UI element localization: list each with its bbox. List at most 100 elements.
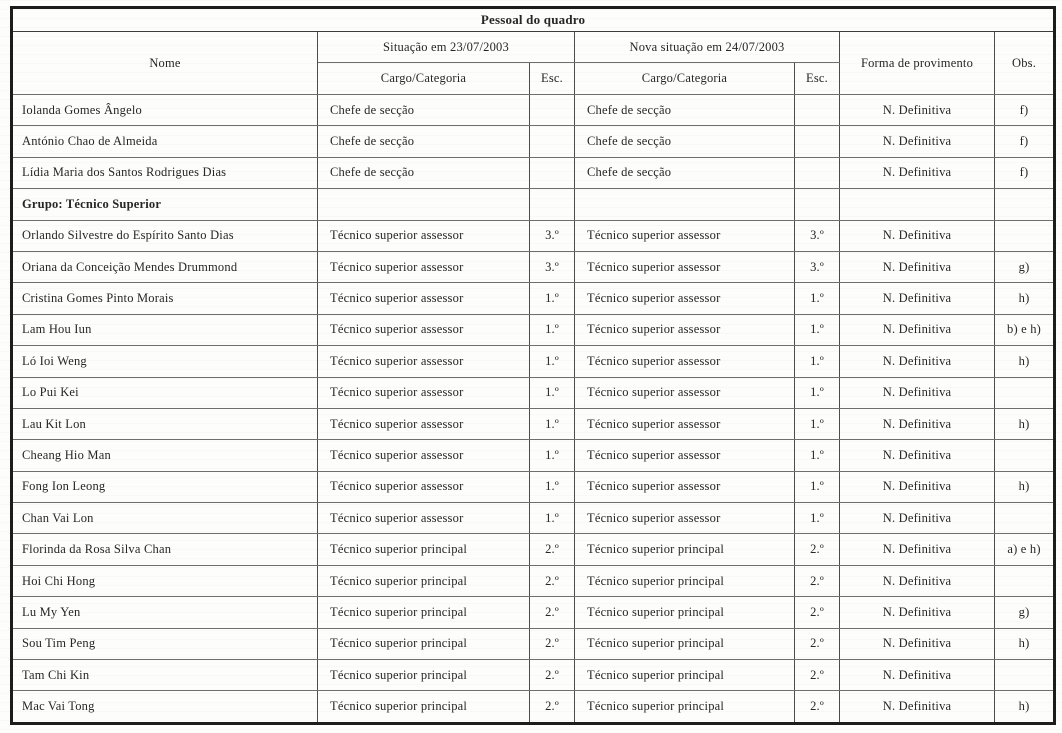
cell-nome: Cheang Hio Man — [11, 439, 318, 472]
cell-cargo-old: Técnico superior principal — [317, 533, 530, 566]
cell-obs: h) — [993, 690, 1056, 724]
cell-obs: h) — [993, 282, 1056, 315]
cell-cargo-new: Técnico superior assessor — [574, 345, 795, 378]
cell-esc-new: 1.º — [794, 313, 840, 347]
cell-nome: Lau Kit Lon — [11, 407, 318, 441]
cell-forma: N. Definitiva — [839, 470, 995, 504]
cell-obs — [993, 502, 1056, 535]
cell-cargo-new: Técnico superior assessor — [574, 439, 795, 472]
cell-cargo-old: Técnico superior principal — [317, 564, 530, 598]
cell-forma: N. Definitiva — [839, 313, 995, 347]
header-esc-old: Esc. — [529, 62, 575, 95]
header-situacao-new: Nova situação em 24/07/2003 — [574, 31, 840, 63]
cell-obs — [993, 659, 1056, 692]
cell-cargo-new: Chefe de secção — [574, 93, 795, 127]
cell-obs: f) — [993, 125, 1056, 158]
cell-cargo-new: Técnico superior assessor — [574, 250, 795, 284]
cell-esc-old: 1.º — [529, 470, 575, 504]
cell-esc-new — [794, 93, 840, 127]
table-title: Pessoal do quadro — [10, 7, 1056, 32]
header-row-sub: Cargo/Categoria Esc. Cargo/Categoria Esc… — [12, 62, 1055, 95]
cell-obs — [993, 188, 1056, 221]
cell-esc-new: 1.º — [794, 345, 840, 378]
title-row: Pessoal do quadro — [10, 7, 1056, 32]
cell-nome: António Chao de Almeida — [11, 125, 318, 158]
cell-nome: Hoi Chi Hong — [11, 564, 318, 598]
table-row: Lu My Yen Técnico superior principal 2.º Té… — [11, 596, 1056, 629]
header-situacao-old: Situação em 23/07/2003 — [317, 31, 575, 63]
cell-cargo-old — [317, 188, 530, 221]
table-row: Orlando Silvestre do Espírito Santo Dias… — [11, 219, 1056, 252]
cell-obs: g) — [993, 250, 1056, 284]
cell-cargo-new: Técnico superior principal — [574, 659, 795, 692]
cell-forma: N. Definitiva — [839, 125, 995, 158]
cell-cargo-old: Técnico superior assessor — [317, 376, 530, 409]
cell-obs: h) — [993, 627, 1056, 661]
table-row: Iolanda Gomes Ângelo Chefe de secção Chefe… — [11, 93, 1056, 127]
cell-cargo-new: Técnico superior principal — [574, 627, 795, 661]
cell-cargo-new: Técnico superior assessor — [574, 407, 795, 441]
cell-nome: Grupo: Técnico Superior — [11, 188, 318, 221]
cell-cargo-old: Técnico superior principal — [317, 690, 530, 724]
table-row: Ló Ioi Weng Técnico superior assessor 1.º T… — [11, 345, 1056, 378]
cell-obs: f) — [993, 93, 1056, 127]
cell-esc-old: 2.º — [529, 627, 575, 661]
cell-forma: N. Definitiva — [839, 156, 995, 190]
cell-esc-new — [794, 125, 840, 158]
cell-obs — [993, 376, 1056, 409]
cell-esc-old: 1.º — [529, 407, 575, 441]
table-row: Lídia Maria dos Santos Rodrigues Dias Che… — [11, 156, 1056, 190]
cell-esc-old: 1.º — [529, 313, 575, 347]
cell-cargo-old: Técnico superior assessor — [317, 407, 530, 441]
table-row: Lo Pui Kei Técnico superior assessor 1.º Té… — [11, 376, 1056, 409]
cell-cargo-old: Técnico superior assessor — [317, 219, 530, 252]
table-row: Cristina Gomes Pinto Morais Técnico super… — [11, 282, 1056, 315]
cell-forma: N. Definitiva — [839, 345, 995, 378]
table-row: Cheang Hio Man Técnico superior assessor 1… — [11, 439, 1056, 472]
cell-forma: N. Definitiva — [839, 376, 995, 409]
cell-forma: N. Definitiva — [839, 596, 995, 629]
cell-cargo-old: Técnico superior assessor — [317, 502, 530, 535]
cell-esc-old: 1.º — [529, 345, 575, 378]
cell-cargo-new: Técnico superior assessor — [574, 470, 795, 504]
cell-cargo-new: Técnico superior principal — [574, 564, 795, 598]
table-row: António Chao de Almeida Chefe de secção Ch… — [11, 125, 1056, 158]
cell-obs: h) — [993, 407, 1056, 441]
header-row-top: Nome Situação em 23/07/2003 Nova situaçã… — [11, 31, 1056, 95]
cell-esc-old: 2.º — [529, 690, 575, 724]
cell-nome: Sou Tim Peng — [11, 627, 318, 661]
cell-esc-new: 2.º — [794, 627, 840, 661]
cell-obs: g) — [993, 596, 1056, 629]
cell-cargo-new: Técnico superior assessor — [574, 313, 795, 347]
cell-nome: Cristina Gomes Pinto Morais — [11, 282, 318, 315]
table-row: Sou Tim Peng Técnico superior principal 2.… — [11, 627, 1056, 661]
cell-esc-new: 2.º — [794, 596, 840, 629]
cell-esc-old: 1.º — [529, 502, 575, 535]
cell-forma: N. Definitiva — [839, 627, 995, 661]
cell-esc-old: 3.º — [529, 219, 575, 252]
cell-esc-old: 2.º — [529, 533, 575, 566]
personnel-table: Pessoal do quadro Nome Situação em 23/07… — [10, 6, 1057, 725]
cell-esc-new: 3.º — [794, 219, 840, 252]
table-row: Lam Hou Iun Técnico superior assessor 1.º T… — [11, 313, 1056, 347]
table-row: Oriana da Conceição Mendes Drummond Técni… — [11, 250, 1056, 284]
cell-nome: Ló Ioi Weng — [11, 345, 318, 378]
cell-esc-old: 1.º — [529, 282, 575, 315]
cell-nome: Fong Ion Leong — [11, 470, 318, 504]
cell-cargo-old: Técnico superior assessor — [317, 313, 530, 347]
cell-esc-new — [794, 156, 840, 190]
cell-esc-old — [529, 156, 575, 190]
cell-cargo-new: Chefe de secção — [574, 156, 795, 190]
cell-obs: f) — [993, 156, 1056, 190]
table-row: Lau Kit Lon Técnico superior assessor 1.º T… — [11, 407, 1056, 441]
table-row: Chan Vai Lon Técnico superior assessor 1.º… — [11, 502, 1056, 535]
cell-esc-old — [529, 188, 575, 221]
cell-cargo-new: Técnico superior assessor — [574, 282, 795, 315]
cell-forma: N. Definitiva — [839, 533, 995, 566]
cell-forma: N. Definitiva — [839, 407, 995, 441]
table-row: Fong Ion Leong Técnico superior assessor 1… — [11, 470, 1056, 504]
cell-forma: N. Definitiva — [839, 93, 995, 127]
cell-nome: Lu My Yen — [11, 596, 318, 629]
cell-cargo-new: Técnico superior assessor — [574, 502, 795, 535]
